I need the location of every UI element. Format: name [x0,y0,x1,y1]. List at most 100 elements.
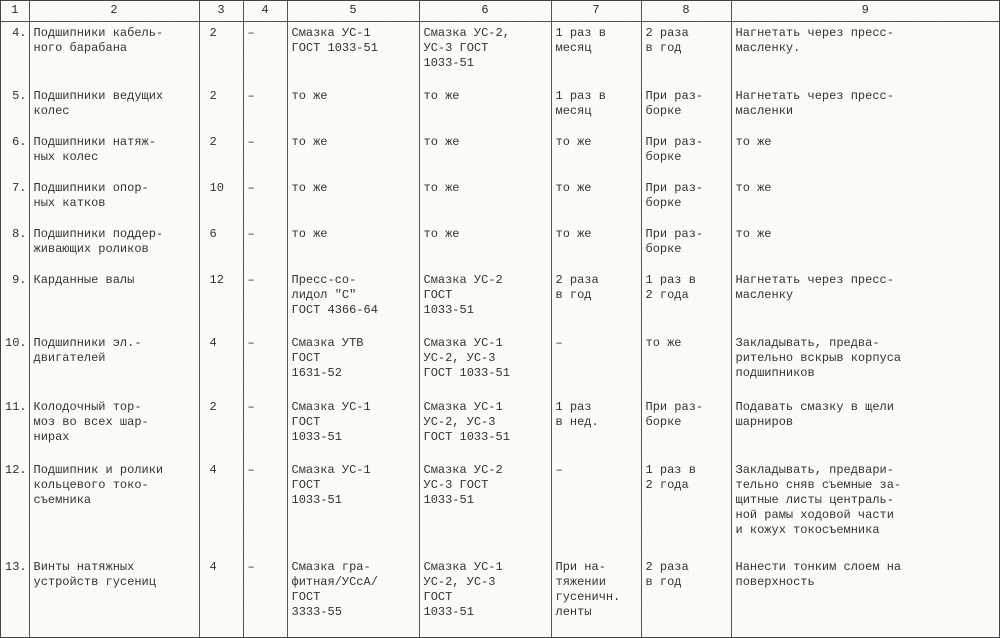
cell-qty: 2 [199,22,243,86]
cell-method: Нанести тонким слоем наповерхность [731,556,999,637]
cell-interval-2: 1 раз в2 года [641,459,731,557]
row-number: 7. [1,177,29,223]
cell-interval-2: то же [641,332,731,395]
cell-name: Карданные валы [29,269,199,332]
cell-name: Винты натяжныхустройств гусениц [29,556,199,637]
cell-method: то же [731,223,999,269]
col-header-9: 9 [731,1,999,22]
cell-qty: 4 [199,332,243,395]
cell-name: Подшипники натяж-ных колес [29,131,199,177]
cell-qty: 2 [199,396,243,459]
cell-method: Подавать смазку в щелишарниров [731,396,999,459]
cell-interval-1: 1 разв нед. [551,396,641,459]
table-row: 8.Подшипники поддер-живающих роликов6–то… [1,223,999,269]
cell-interval-2: При раз-борке [641,131,731,177]
cell-method: Нагнетать через пресс-масленку. [731,22,999,86]
cell-name: Подшипники поддер-живающих роликов [29,223,199,269]
cell-lubricant-alt: Смазка УС-1УС-2, УС-3ГОСТ1033-51 [419,556,551,637]
cell-c4: – [243,396,287,459]
cell-lubricant-alt: Смазка УС-1УС-2, УС-3ГОСТ 1033-51 [419,396,551,459]
cell-qty: 4 [199,459,243,557]
cell-method: Нагнетать через пресс-масленки [731,85,999,131]
cell-lubricant-alt: Смазка УС-1УС-2, УС-3ГОСТ 1033-51 [419,332,551,395]
table-row: 5.Подшипники ведущихколес2–то жето же1 р… [1,85,999,131]
cell-lubricant-alt: Смазка УС-2,УС-3 ГОСТ1033-51 [419,22,551,86]
cell-c4: – [243,459,287,557]
col-header-4: 4 [243,1,287,22]
cell-interval-1: При на-тяжениигусеничн.ленты [551,556,641,637]
cell-qty: 2 [199,85,243,131]
cell-interval-1: 1 раз вмесяц [551,85,641,131]
cell-c4: – [243,131,287,177]
cell-interval-1: то же [551,223,641,269]
cell-lubricant-primary: Смазка УС-1ГОСТ1033-51 [287,396,419,459]
cell-interval-2: 2 разав год [641,556,731,637]
cell-c4: – [243,223,287,269]
table-body: 4.Подшипники кабель-ного барабана2–Смазк… [1,22,999,638]
cell-c4: – [243,22,287,86]
cell-interval-2: При раз-борке [641,85,731,131]
table-row: 6.Подшипники натяж-ных колес2–то жето же… [1,131,999,177]
cell-interval-2: При раз-борке [641,223,731,269]
cell-method: то же [731,177,999,223]
cell-lubricant-primary: то же [287,177,419,223]
cell-lubricant-alt: то же [419,177,551,223]
row-number: 4. [1,22,29,86]
cell-interval-2: При раз-борке [641,177,731,223]
cell-lubricant-alt: Смазка УС-2ГОСТ1033-51 [419,269,551,332]
row-number: 9. [1,269,29,332]
cell-lubricant-primary: Смазка УТВГОСТ1631-52 [287,332,419,395]
cell-interval-1: 2 разав год [551,269,641,332]
cell-interval-2: 1 раз в2 года [641,269,731,332]
table-row: 7.Подшипники опор-ных катков10–то жето ж… [1,177,999,223]
cell-method: Закладывать, предва-рительно вскрыв корп… [731,332,999,395]
lubrication-table: 1 2 3 4 5 6 7 8 9 4.Подшипники кабель-но… [1,1,999,637]
row-number: 10. [1,332,29,395]
table-row: 9.Карданные валы12–Пресс-со-лидол "С"ГОС… [1,269,999,332]
cell-lubricant-primary: Пресс-со-лидол "С"ГОСТ 4366-64 [287,269,419,332]
col-header-1: 1 [1,1,29,22]
cell-interval-1: то же [551,177,641,223]
cell-lubricant-alt: то же [419,131,551,177]
cell-qty: 10 [199,177,243,223]
cell-name: Подшипники ведущихколес [29,85,199,131]
cell-lubricant-primary: то же [287,131,419,177]
row-number: 6. [1,131,29,177]
row-number: 13. [1,556,29,637]
cell-interval-2: 2 разав год [641,22,731,86]
cell-interval-1: – [551,459,641,557]
row-number: 12. [1,459,29,557]
cell-c4: – [243,85,287,131]
scanned-table-page: 1 2 3 4 5 6 7 8 9 4.Подшипники кабель-но… [0,0,1000,638]
cell-interval-2: При раз-борке [641,396,731,459]
cell-interval-1: то же [551,131,641,177]
header-row: 1 2 3 4 5 6 7 8 9 [1,1,999,22]
cell-name: Подшипники кабель-ного барабана [29,22,199,86]
cell-lubricant-alt: то же [419,223,551,269]
table-row: 10.Подшипники эл.-двигателей4–Смазка УТВ… [1,332,999,395]
cell-c4: – [243,177,287,223]
table-row: 13.Винты натяжныхустройств гусениц4–Смаз… [1,556,999,637]
cell-lubricant-primary: Смазка УС-1ГОСТ1033-51 [287,459,419,557]
cell-c4: – [243,556,287,637]
row-number: 11. [1,396,29,459]
cell-name: Подшипник и роликикольцевого токо-съемни… [29,459,199,557]
cell-qty: 4 [199,556,243,637]
col-header-3: 3 [199,1,243,22]
cell-lubricant-primary: то же [287,223,419,269]
cell-qty: 2 [199,131,243,177]
cell-c4: – [243,269,287,332]
cell-c4: – [243,332,287,395]
cell-interval-1: 1 раз вмесяц [551,22,641,86]
cell-method: Нагнетать через пресс-масленку [731,269,999,332]
cell-interval-1: – [551,332,641,395]
col-header-5: 5 [287,1,419,22]
table-row: 12.Подшипник и роликикольцевого токо-съе… [1,459,999,557]
cell-lubricant-alt: то же [419,85,551,131]
col-header-2: 2 [29,1,199,22]
cell-method: Закладывать, предвари-тельно сняв съемны… [731,459,999,557]
cell-lubricant-primary: то же [287,85,419,131]
cell-lubricant-primary: Смазка УС-1ГОСТ 1033-51 [287,22,419,86]
col-header-7: 7 [551,1,641,22]
cell-lubricant-primary: Смазка гра-фитная/УСсА/ГОСТ3333-55 [287,556,419,637]
